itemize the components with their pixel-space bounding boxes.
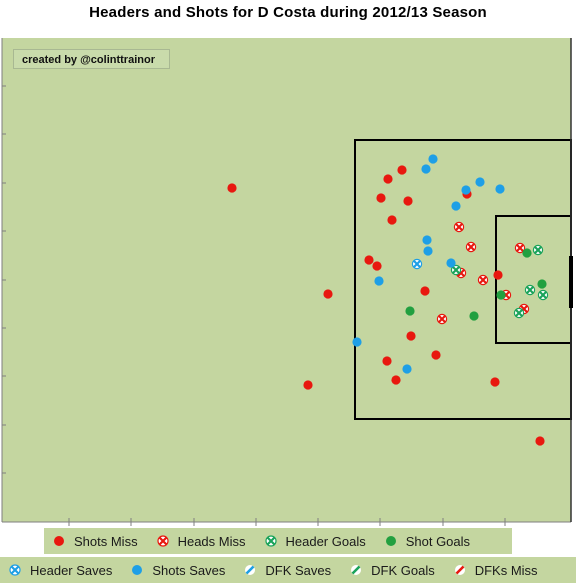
pitch-chart <box>1 38 573 526</box>
legend-symbol-dfks-miss <box>454 565 465 575</box>
legend-symbol-shots-saves <box>132 565 143 575</box>
y-axis-ticks <box>1 38 6 522</box>
point-shots-saves <box>428 154 438 164</box>
point-shots-miss <box>382 356 392 366</box>
point-shots-miss <box>397 165 407 175</box>
legend-symbol-shots-miss <box>54 536 64 546</box>
point-shots-saves <box>402 364 412 374</box>
point-shots-miss <box>406 331 416 341</box>
chart-title: Headers and Shots for D Costa during 201… <box>89 4 487 21</box>
legend-item-dfk-saves: DFK Saves <box>243 563 331 578</box>
legend-label: Shots Miss <box>74 533 138 549</box>
legend-item-shot-goals: Shot Goals <box>384 534 470 549</box>
point-shots-saves <box>374 276 384 286</box>
legend-symbol-shot-goals <box>385 536 396 546</box>
point-header-goals <box>513 307 525 319</box>
legend-label: DFK Saves <box>265 562 332 578</box>
point-header-saves <box>411 258 423 270</box>
point-shots-saves <box>352 337 362 347</box>
legend-marker-shot-goals <box>385 536 396 546</box>
point-shots-miss <box>391 375 401 385</box>
x-axis-ticks <box>2 518 571 526</box>
point-shots-miss <box>364 255 374 265</box>
legend-item-header-goals: Header Goals <box>264 534 366 549</box>
legend-symbol-header-goals <box>264 535 277 547</box>
point-shots-saves <box>422 235 432 245</box>
point-heads-miss <box>453 221 465 233</box>
point-shots-miss <box>535 436 545 446</box>
point-heads-miss <box>477 274 489 286</box>
point-heads-miss <box>436 313 448 325</box>
point-header-goals <box>524 284 536 296</box>
legend-label: Header Goals <box>285 533 366 549</box>
point-heads-miss <box>514 242 526 254</box>
legend-label: DFKs Miss <box>474 562 538 578</box>
legend-marker-dfk-saves <box>245 565 256 575</box>
point-shots-saves <box>446 258 456 268</box>
legend-item-header-saves: Header Saves <box>8 563 112 578</box>
goal-mouth <box>569 256 573 308</box>
point-header-goals <box>450 264 462 276</box>
legend-marker-header-saves <box>9 564 21 576</box>
point-header-goals <box>532 244 544 256</box>
legend-item-shots-saves: Shots Saves <box>130 563 225 578</box>
legend-item-heads-miss: Heads Miss <box>156 534 246 549</box>
point-shot-goals <box>537 279 547 289</box>
point-shot-goals <box>405 306 415 316</box>
point-shots-saves <box>461 185 471 195</box>
legend-marker-header-goals <box>264 535 277 547</box>
point-header-goals <box>537 289 549 301</box>
point-shots-saves <box>423 246 433 256</box>
point-shots-miss <box>227 183 237 193</box>
legend-label: Header Saves <box>30 562 113 578</box>
legend-row-2: Header Saves Shots Saves DFK Saves DFK Goal… <box>0 557 576 583</box>
point-shots-miss <box>420 286 430 296</box>
point-shots-miss <box>493 270 503 280</box>
legend-symbol-dfk-saves <box>245 565 256 575</box>
point-shots-miss <box>303 380 313 390</box>
point-shots-miss <box>431 350 441 360</box>
legend-label: Heads Miss <box>177 533 246 549</box>
point-shots-miss <box>387 215 397 225</box>
legend-label: Shot Goals <box>405 533 471 549</box>
point-shots-miss <box>490 377 500 387</box>
legend-symbol-heads-miss <box>156 535 169 547</box>
legend-marker-dfks-miss <box>454 565 465 575</box>
point-shots-miss <box>376 193 386 203</box>
legend-label: Shots Saves <box>152 562 226 578</box>
point-heads-miss <box>465 241 477 253</box>
point-shots-saves <box>495 184 505 194</box>
point-shot-goals <box>469 311 479 321</box>
point-shots-miss <box>403 196 413 206</box>
legend-label: DFK Goals <box>371 562 435 578</box>
point-shot-goals <box>522 248 532 258</box>
legend-marker-shots-saves <box>132 565 143 575</box>
point-shots-miss <box>372 261 382 271</box>
legend-item-dfks-miss: DFKs Miss <box>453 563 538 578</box>
point-shots-saves <box>421 164 431 174</box>
credit-label: created by @colinttrainor <box>13 49 170 69</box>
point-shots-saves <box>475 177 485 187</box>
point-shots-saves <box>451 201 461 211</box>
legend-item-shots-miss: Shots Miss <box>52 534 138 549</box>
legend-marker-dfk-goals <box>351 565 362 575</box>
point-shots-miss <box>383 174 393 184</box>
legend-item-dfk-goals: DFK Goals <box>349 563 435 578</box>
point-shot-goals <box>496 290 506 300</box>
legend-symbol-header-saves <box>9 564 21 576</box>
point-shots-miss <box>323 289 333 299</box>
legend-marker-heads-miss <box>156 535 169 547</box>
legend-row-1: Shots Miss Heads Miss Header Goals Shot Goa… <box>44 528 512 554</box>
legend-marker-shots-miss <box>54 536 64 546</box>
pitch-background <box>2 38 571 522</box>
legend-symbol-dfk-goals <box>351 565 362 575</box>
